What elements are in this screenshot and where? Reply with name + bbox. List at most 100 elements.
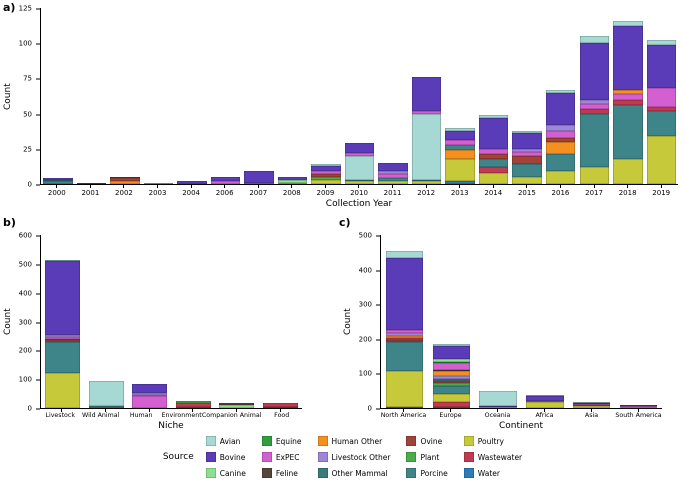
legend: Source Avian Bovine Canine Equine ExPEC Felin… [0,433,685,481]
segment-oceania-poultry [479,406,517,408]
x-tick-label-food: Food [274,412,290,419]
segment-2007-bovine [244,171,274,183]
segment-north-america-poultry [385,371,424,407]
bar-oceania [479,390,517,408]
legend-swatch-poultry [463,436,474,446]
segment-africa-human-other [526,401,564,403]
segment-human-bovine [132,383,168,394]
segment-2018-poultry [613,158,643,184]
segment-2016-livestock-other [545,124,576,131]
legend-item-porcine: Porcine [406,466,448,481]
x-tick-mark [660,185,662,188]
y-tick-mark [36,322,40,323]
segment-2009-poultry [311,179,341,184]
legend-item-human-other: Human Other [317,434,391,449]
y-tick-label-0: 0 [27,180,32,189]
x-tick-mark [497,409,498,412]
bar-2003 [143,182,174,184]
segment-2017-avian [579,36,610,44]
legend-swatch-canine [205,468,216,478]
segment-livestock-ovine [45,339,81,343]
x-tick-mark-slot [40,185,74,188]
segment-wild-animal-bovine [88,380,124,382]
panel-b-plot-area [40,235,302,409]
bar-slot-2010 [343,8,377,184]
segment-asia-avian [573,401,611,403]
y-tick-mark [36,293,40,295]
segment-2010-bovine [344,143,375,154]
x-tick-mark-slot [577,185,611,188]
x-tick-mark-slot [208,185,242,188]
y-tick-mark [36,350,40,352]
y-tick-label-100: 100 [358,369,372,378]
x-tick-label-2002: 2002 [115,189,133,197]
segment-human-human-other [132,394,168,397]
legend-label-expec: ExPEC [275,452,300,462]
segment-2017-livestock-other [579,99,610,104]
y-tick-label-75: 75 [23,74,32,83]
segment-2014-expec [478,148,509,155]
x-tick-mark-slot [443,185,477,188]
legend-swatch-human-other [317,436,328,446]
segment-2018-porcine [613,105,643,159]
x-tick-mark [157,185,159,188]
segment-livestock-bovine [45,261,81,335]
y-tick-mark [36,8,40,10]
x-tick-mark [559,185,561,188]
y-tick-mark [36,235,40,237]
bar-slot-2018 [611,8,645,184]
legend-swatch-porcine [406,468,417,478]
segment-2017-expec [579,103,610,110]
segment-asia-porcine [573,404,611,406]
x-tick-label-2008: 2008 [282,189,301,197]
bar-2017 [579,36,610,184]
segment-2009-bovine [311,165,341,172]
x-tick-mark-slot [615,409,662,412]
x-tick-label-oceania: Oceania [484,412,511,419]
segment-2016-bovine [545,92,576,125]
bar-2001 [76,182,107,184]
x-tick-mark [593,185,595,188]
y-tick-label-500: 500 [358,231,372,240]
legend-swatch-feline [261,468,272,478]
x-tick-mark [459,185,461,188]
x-tick-label-asia: Asia [584,412,599,419]
segment-2010-porcine [344,179,375,182]
segment-europe-plant [432,383,470,386]
x-tick-label-2003: 2003 [148,189,167,197]
legend-item-avian: Avian [205,434,246,449]
segment-2016-human-other [545,141,576,155]
x-tick-label-2009: 2009 [316,189,335,197]
legend-item-poultry: Poultry [463,434,522,449]
y-tick-mark [36,408,40,410]
x-tick-mark-slot [84,409,128,412]
bar-slot-2006 [209,8,243,184]
bar-2015 [512,130,542,184]
segment-2017-wastewater [579,109,610,114]
bar-slot-2007 [242,8,276,184]
segment-2011-livestock-other [378,171,408,175]
legend-label-equine: Equine [275,436,302,446]
x-tick-mark-slot [40,409,84,412]
segment-north-america-human-other [385,336,424,339]
bar-slot-2015 [510,8,544,184]
bar-slot-2002 [108,8,142,184]
segment-north-america-ovine [385,339,424,342]
segment-2014-avian [478,115,509,118]
panel-c-label: c) [339,216,351,229]
segment-2013-expec [445,140,475,145]
bar-slot-human [128,235,172,408]
legend-item-expec: ExPEC [261,450,302,465]
x-tick-mark-slot [342,185,376,188]
x-tick-mark [148,409,150,412]
x-tick-mark [279,409,281,412]
bar-south-america [619,404,658,408]
y-tick-label-400: 400 [358,266,372,275]
panel-a-label: a) [3,1,16,14]
segment-2015-poultry [512,176,542,184]
chart-niche: 0 100 200 300 400 500 600 Livestock Wild Animal… [0,215,332,431]
segment-2013-water [445,181,475,184]
legend-label-ovine: Ovine [420,436,443,446]
legend-item-wastewater: Wastewater [463,450,522,465]
legend-label-feline: Feline [275,468,298,478]
